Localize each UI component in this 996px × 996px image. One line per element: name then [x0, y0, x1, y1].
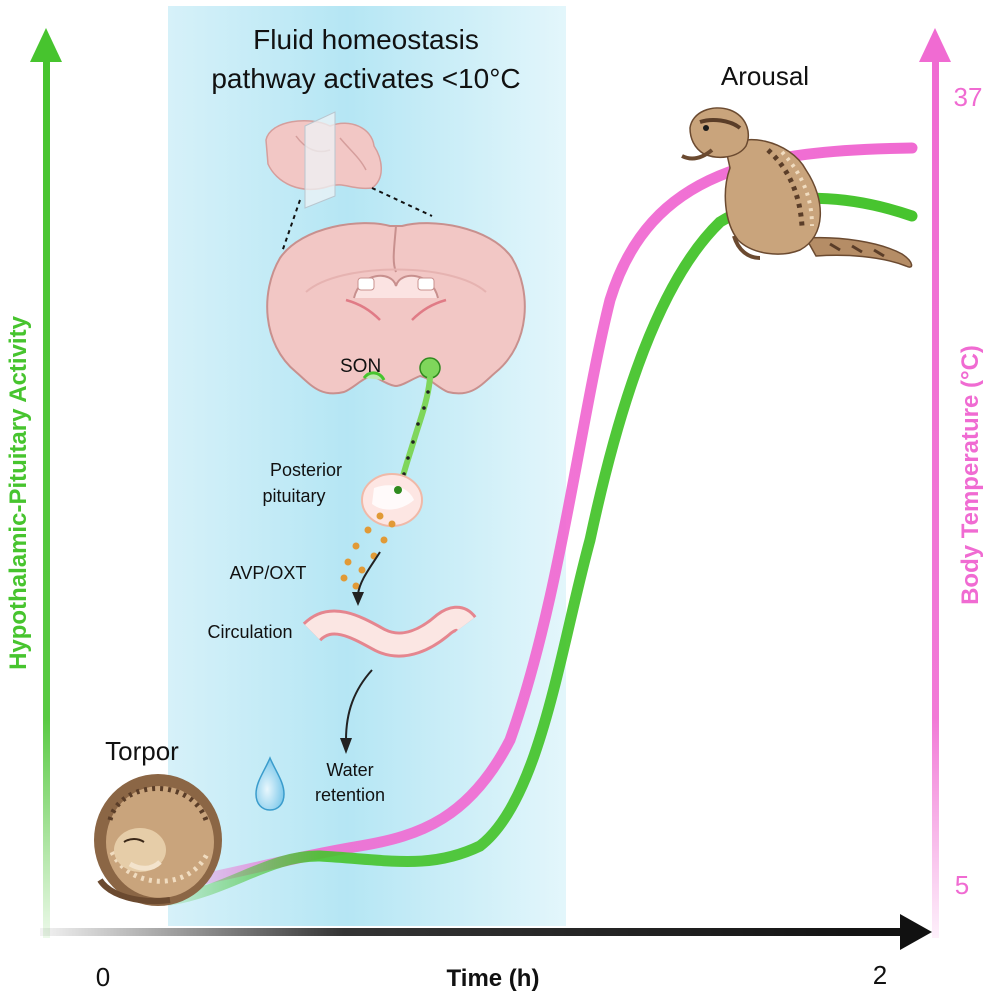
x-axis-min: 0 [96, 962, 110, 992]
hormone-label: AVP/OXT [230, 563, 307, 583]
axon [397, 375, 433, 491]
pituitary-label-line2: pituitary [262, 486, 325, 506]
arrow-to-water [340, 669, 373, 754]
pituitary-icon [361, 473, 423, 527]
x-axis-label: Time (h) [447, 965, 540, 992]
water-label-line1: Water [326, 760, 373, 780]
left-axis-label: Hypothalamic-Pituitary Activity [5, 315, 32, 670]
brain-icon [265, 111, 382, 209]
x-axis-max: 2 [873, 960, 887, 990]
blood-vessel-icon [302, 605, 477, 658]
right-axis-max: 37 [954, 82, 983, 112]
brain-section-icon [266, 222, 526, 395]
arousal-label: Arousal [721, 61, 809, 91]
right-axis-label: Body Temperature (°C) [957, 345, 984, 605]
squirrel-standing-icon [681, 107, 913, 268]
arrow-to-circulation [352, 551, 381, 606]
temperature-curve [164, 142, 918, 892]
x-axis [40, 914, 932, 950]
panel-title-line2: pathway activates <10°C [211, 63, 520, 94]
son-label: SON [340, 356, 381, 377]
zoom-lines [281, 187, 433, 253]
water-label-line2: retention [315, 785, 385, 805]
right-axis [919, 28, 951, 938]
left-axis [30, 28, 62, 938]
panel-title-line1: Fluid homeostasis [253, 24, 479, 55]
neuron-icon [419, 357, 441, 379]
circulation-label: Circulation [207, 622, 292, 642]
squirrel-curled-icon [94, 774, 222, 906]
pituitary-label-line1: Posterior [270, 460, 342, 480]
torpor-label: Torpor [105, 736, 179, 766]
right-axis-min: 5 [955, 870, 969, 900]
water-drop-icon [255, 756, 285, 811]
